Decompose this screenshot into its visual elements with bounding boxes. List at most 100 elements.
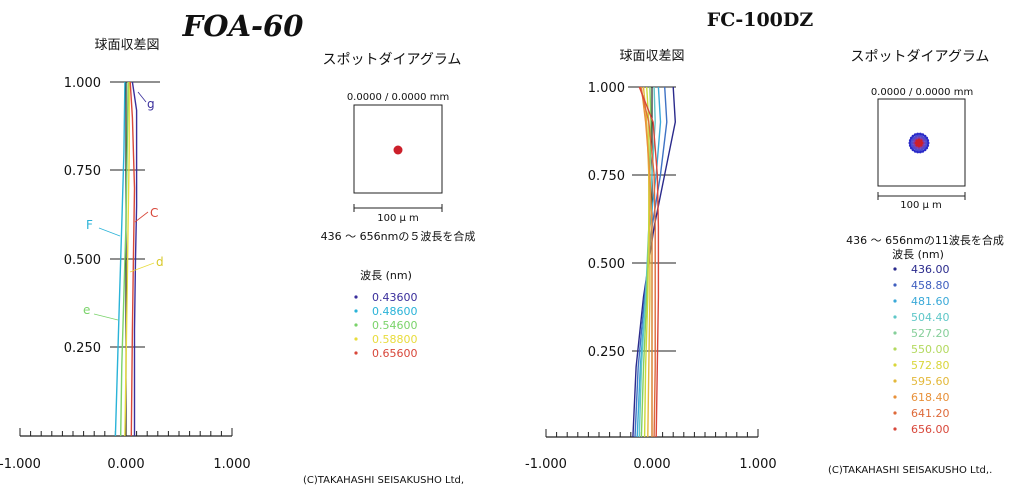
y-tick-label-left-1000: 1.000 [64, 76, 101, 91]
aberration-curve-right-6 [642, 86, 651, 438]
legend-marker-right-7 [893, 379, 897, 383]
aberration-plot-left: 1.000 0.750 0.500 0.250 -1.000 0.000 1.0… [0, 76, 251, 472]
x-minor-ticks-left [19, 428, 233, 436]
x-tick-label-left-neg1: -1.000 [0, 457, 41, 472]
legend-marker-right-5 [893, 347, 897, 351]
spot-caption-right: 436 ～ 656nmの11波長を合成 [846, 233, 1004, 247]
spot-dot-right-24 [922, 146, 926, 150]
spot-caption-left: 436 ～ 656nmの５波長を合成 [321, 229, 476, 243]
x-tick-label-right-pos1: 1.000 [739, 457, 776, 472]
leader-d [129, 262, 155, 273]
x-tick-label-left-0: 0.000 [107, 457, 144, 472]
spot-dot-right-37 [924, 138, 927, 142]
aberration-curve-right-0 [632, 86, 677, 438]
legend-title-right: 波長 (nm) [892, 248, 944, 261]
spot-dot-right-29 [911, 144, 914, 148]
aberration-subtitle-left: 球面収差図 [94, 38, 159, 53]
y-tick-label-right-0750: 0.750 [588, 169, 625, 184]
leader-c [134, 211, 149, 223]
spot-dot-right-31 [911, 138, 914, 142]
spot-dot-right-28 [912, 146, 916, 150]
legend-label-left-4: 0.65600 [372, 347, 418, 360]
legend-marker-right-3 [893, 315, 897, 319]
spot-frame-left [353, 104, 443, 194]
legend-marker-left-2 [354, 323, 358, 327]
spot-dot-right-33 [914, 135, 918, 138]
spot-dot-right-27 [914, 148, 918, 151]
legend-label-left-0: 0.43600 [372, 291, 418, 304]
copyright-left: (C)TAKAHASHI SEISAKUSHO Ltd, [303, 475, 464, 486]
legend-marker-left-4 [354, 351, 358, 355]
curve-label-c: C [150, 206, 158, 220]
spot-point-left [393, 145, 403, 155]
aberration-curve-left-g [131, 81, 138, 436]
legend-label-right-10: 656.00 [911, 423, 950, 436]
legend-label-left-3: 0.58800 [372, 333, 418, 346]
y-tick-label-right-0500: 0.500 [588, 257, 625, 272]
legend-label-right-0: 436.00 [911, 263, 950, 276]
spot-diagram-right: スポットダイアグラム 0.0000 / 0.0000 mm 100 μ m 43… [846, 49, 1004, 436]
legend-marker-right-6 [893, 363, 897, 367]
spot-dot-right-32 [912, 136, 916, 140]
copyright-right: (C)TAKAHASHI SEISAKUSHO Ltd,. [828, 465, 992, 476]
aberration-plot-right: 1.000 0.750 0.500 0.250 -1.000 0.000 1.0… [525, 81, 777, 472]
legend-marker-right-9 [893, 411, 897, 415]
legend-label-left-1: 0.48600 [372, 305, 418, 318]
legend-marker-right-10 [893, 427, 897, 431]
y-tick-label-left-0500: 0.500 [64, 253, 101, 268]
leader-f [98, 227, 121, 237]
curve-label-g: g [147, 97, 155, 111]
spot-frame-right [877, 98, 966, 187]
y-tick-label-left-0750: 0.750 [64, 164, 101, 179]
leader-e [93, 313, 119, 321]
spot-dot-right-35 [920, 135, 924, 138]
legend-title-left: 波長 (nm) [360, 269, 412, 282]
spot-dot-right-23 [924, 144, 927, 148]
spot-header-left: 0.0000 / 0.0000 mm [347, 92, 449, 103]
aberration-curve-right-7 [640, 86, 653, 437]
x-tick-label-right-0: 0.000 [633, 457, 670, 472]
legend-label-right-7: 595.60 [911, 375, 950, 388]
legend-label-right-9: 641.20 [911, 407, 950, 420]
x-tick-label-right-neg1: -1.000 [525, 457, 567, 472]
curve-label-f: F [86, 218, 93, 232]
legend-marker-left-0 [354, 295, 358, 299]
legend-marker-right-4 [893, 331, 897, 335]
legend-marker-left-3 [354, 337, 358, 341]
aberration-curve-right-8 [639, 86, 656, 438]
legend-label-right-3: 504.40 [911, 311, 950, 324]
legend-marker-right-8 [893, 395, 897, 399]
spot-title-right: スポットダイアグラム [851, 49, 990, 65]
aberration-curves-left [114, 81, 138, 437]
aberration-subtitle-right: 球面収差図 [619, 49, 684, 64]
spot-cluster-right [908, 132, 930, 154]
curve-label-d: d [156, 255, 164, 269]
aberration-curve-left-F [114, 81, 126, 437]
legend-marker-right-2 [893, 299, 897, 303]
leader-g [137, 91, 147, 103]
aberration-curves-right [632, 86, 677, 438]
x-tick-label-left-pos1: 1.000 [213, 457, 250, 472]
spot-title-left: スポットダイアグラム [323, 52, 462, 68]
scale-label-right: 100 μ m [900, 200, 942, 211]
y-tick-label-left-0250: 0.250 [64, 341, 101, 356]
legend-label-right-8: 618.40 [911, 391, 950, 404]
legend-marker-right-0 [893, 267, 897, 271]
curve-label-e: e [83, 303, 90, 317]
legend-marker-right-1 [893, 283, 897, 287]
scale-label-left: 100 μ m [377, 213, 419, 224]
legend-marker-left-1 [354, 309, 358, 313]
legend-label-right-4: 527.20 [911, 327, 950, 340]
aberration-curve-right-9 [638, 86, 660, 438]
legend-label-right-1: 458.80 [911, 279, 950, 292]
wavelength-legend-right: 436.00 458.80 481.60 504.40 527.20 550.00 572.… [893, 263, 950, 436]
aberration-curve-left-e [120, 81, 129, 437]
spot-dot-right-25 [920, 148, 924, 151]
legend-label-right-5: 550.00 [911, 343, 950, 356]
legend-label-left-2: 0.54600 [372, 319, 418, 332]
spot-header-right: 0.0000 / 0.0000 mm [871, 87, 973, 98]
aberration-curve-left-C [129, 81, 136, 437]
x-minor-ticks-right [545, 429, 759, 437]
spot-dot-right-36 [922, 136, 926, 140]
